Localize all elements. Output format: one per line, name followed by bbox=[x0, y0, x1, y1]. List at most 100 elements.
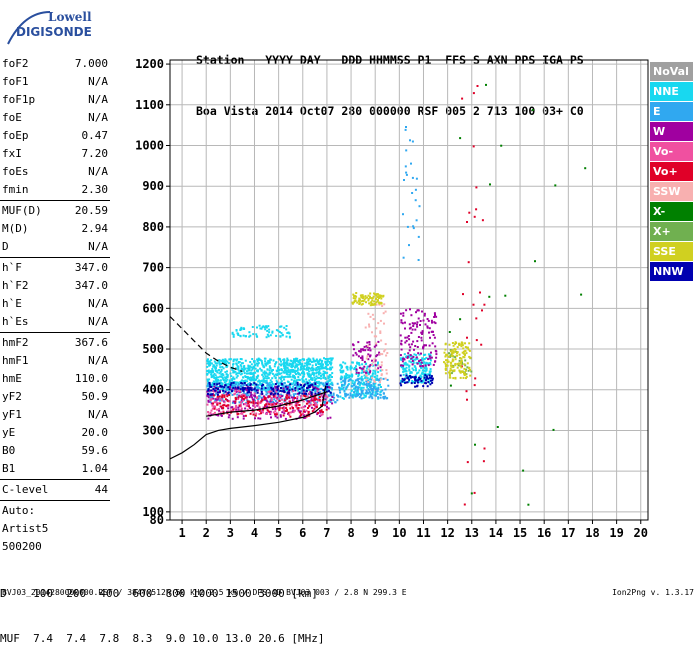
data-point bbox=[306, 387, 309, 389]
data-point bbox=[277, 392, 280, 395]
data-point bbox=[418, 381, 421, 384]
data-point bbox=[426, 325, 429, 328]
data-point bbox=[387, 384, 390, 387]
data-point bbox=[219, 388, 222, 391]
data-point bbox=[355, 393, 358, 396]
data-point bbox=[334, 401, 337, 404]
data-point bbox=[466, 362, 469, 365]
data-point bbox=[340, 387, 343, 390]
data-point bbox=[410, 361, 413, 364]
data-point bbox=[293, 379, 296, 382]
data-point bbox=[326, 390, 329, 393]
data-point bbox=[322, 373, 325, 375]
data-point bbox=[371, 297, 374, 300]
param-divider bbox=[0, 479, 110, 480]
data-point bbox=[320, 374, 323, 377]
data-point bbox=[226, 405, 229, 408]
data-point bbox=[266, 392, 269, 395]
data-point bbox=[374, 359, 377, 362]
data-point bbox=[307, 395, 310, 398]
data-point bbox=[402, 213, 404, 216]
data-point bbox=[425, 356, 428, 359]
data-point bbox=[281, 411, 284, 414]
data-point bbox=[254, 386, 257, 389]
data-point bbox=[349, 375, 352, 378]
data-point bbox=[463, 374, 466, 376]
data-point bbox=[357, 386, 360, 389]
data-point bbox=[357, 375, 360, 378]
data-point bbox=[379, 302, 382, 305]
data-point bbox=[330, 383, 333, 385]
data-point bbox=[331, 376, 333, 378]
data-point bbox=[468, 349, 471, 352]
data-point bbox=[252, 375, 254, 378]
data-point bbox=[229, 382, 232, 385]
data-point bbox=[220, 414, 223, 417]
data-point bbox=[272, 394, 275, 397]
data-point bbox=[321, 359, 324, 362]
param-yf2: yF2 50.9 bbox=[0, 388, 112, 406]
data-point bbox=[402, 364, 404, 367]
data-point bbox=[296, 397, 299, 400]
data-point bbox=[234, 390, 237, 392]
data-point bbox=[451, 342, 454, 344]
data-point bbox=[407, 335, 410, 337]
data-point bbox=[472, 92, 475, 95]
data-point bbox=[368, 378, 371, 381]
data-point bbox=[206, 394, 209, 397]
data-point bbox=[272, 411, 275, 414]
data-point bbox=[220, 363, 222, 365]
data-point bbox=[227, 416, 230, 419]
data-point bbox=[408, 323, 411, 326]
data-point bbox=[216, 395, 219, 398]
data-point bbox=[256, 376, 259, 379]
data-point bbox=[444, 372, 447, 375]
data-point bbox=[286, 332, 289, 334]
data-point bbox=[232, 400, 235, 403]
param-label: fxI bbox=[2, 147, 22, 160]
data-point bbox=[454, 356, 457, 359]
data-point bbox=[272, 393, 275, 396]
data-point bbox=[319, 367, 322, 370]
data-point bbox=[376, 389, 379, 392]
data-point bbox=[272, 390, 275, 393]
data-point bbox=[369, 315, 372, 318]
data-point bbox=[307, 360, 310, 363]
data-point bbox=[319, 381, 322, 384]
data-point bbox=[326, 368, 329, 370]
data-point bbox=[369, 349, 372, 352]
data-point bbox=[462, 352, 465, 355]
data-point bbox=[409, 375, 411, 377]
data-point bbox=[448, 331, 451, 333]
data-point bbox=[461, 97, 464, 100]
data-point bbox=[267, 377, 270, 380]
data-point bbox=[255, 397, 258, 400]
data-point bbox=[358, 303, 361, 305]
y-tick-label: 100 bbox=[142, 505, 164, 519]
data-point bbox=[314, 360, 317, 362]
data-point bbox=[414, 374, 417, 377]
data-point bbox=[307, 414, 310, 417]
data-point bbox=[263, 395, 265, 398]
data-point bbox=[357, 387, 360, 390]
data-point bbox=[278, 407, 281, 410]
data-point bbox=[221, 366, 224, 368]
data-point bbox=[265, 390, 268, 393]
data-point bbox=[242, 334, 245, 337]
data-point bbox=[266, 388, 269, 391]
data-point bbox=[421, 371, 424, 374]
data-point bbox=[276, 370, 279, 373]
data-point bbox=[256, 386, 259, 389]
data-point bbox=[234, 396, 237, 399]
data-point bbox=[411, 376, 414, 379]
data-point bbox=[282, 365, 285, 368]
data-point bbox=[326, 371, 329, 374]
data-point bbox=[370, 376, 372, 379]
data-point bbox=[483, 447, 486, 450]
data-point bbox=[281, 386, 284, 389]
data-point bbox=[238, 401, 241, 404]
data-point bbox=[433, 336, 436, 339]
data-point bbox=[262, 383, 264, 386]
data-point bbox=[223, 404, 225, 407]
data-point bbox=[242, 389, 245, 392]
